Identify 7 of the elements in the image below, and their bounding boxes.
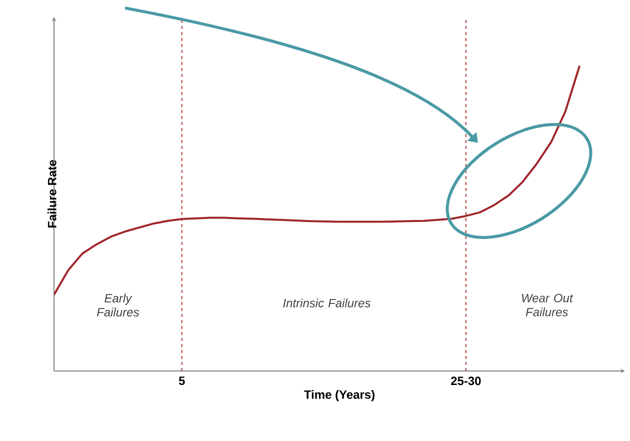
annotation: Intrinsic Failures [283, 298, 370, 308]
y-axis-title: Failure Rate [48, 160, 56, 228]
annotation: Wear Out Failures [522, 294, 574, 316]
x-axis-title: Time (Years) [304, 390, 374, 402]
x-tick-label: 5 [178, 376, 185, 386]
annotation: Early Failures [96, 294, 140, 316]
x-tick-label: 25-30 [450, 376, 481, 386]
